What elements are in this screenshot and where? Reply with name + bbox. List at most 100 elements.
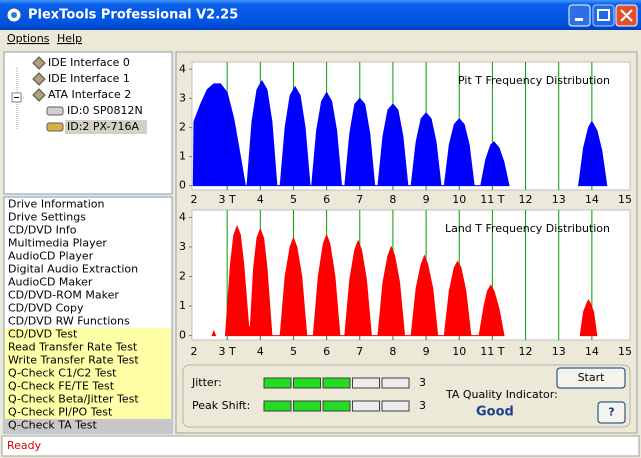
y-tick-label: 1 [179,150,186,163]
x-tick-label: 3 T [219,345,236,358]
list-selection [5,419,171,432]
x-tick-label: 13 [552,345,566,358]
quality-label: TA Quality Indicator: [445,388,558,401]
app-icon-core [11,12,17,18]
tree-item[interactable]: IDE Interface 1 [48,72,130,85]
meter-segment-on [293,377,321,389]
y-tick-label: 2 [179,120,186,133]
function-item[interactable]: CD/DVD RW Functions [8,315,130,328]
x-tick-label: 13 [552,193,566,206]
list-highlight [5,380,171,393]
chart-title: Land T Frequency Distribution [445,222,610,235]
meter-label: Peak Shift: [192,399,250,412]
interface-icon [32,56,46,70]
function-item[interactable]: CD/DVD Test [8,328,78,341]
x-tick-label: 14 [585,345,599,358]
x-tick-label: 2 [190,345,197,358]
x-tick-label: 2 [190,193,197,206]
interface-icon [32,88,46,102]
x-tick-label: 15 [618,193,632,206]
x-tick-label: 12 [519,193,533,206]
meter-segment-on [263,377,292,389]
y-tick-label: 0 [179,329,186,342]
x-tick-label: 9 [423,345,430,358]
distribution-area [192,79,510,187]
meter-segment-on [322,377,351,389]
x-tick-label: 6 [323,345,330,358]
x-tick-label: 4 [257,345,264,358]
close-glyph [620,9,633,22]
window-title: PlexTools Professional V2.25 [28,8,238,23]
x-tick-label: 14 [585,193,599,206]
x-tick-label: 5 [290,345,297,358]
meter-segment-off [381,377,410,389]
function-item[interactable]: Q-Check PI/PO Test [8,406,113,419]
interface-icon [32,72,46,86]
function-item[interactable]: Drive Information [8,198,105,211]
help-button[interactable] [597,401,626,424]
x-tick-label: 5 [290,193,297,206]
meter-segment-on [322,400,351,412]
y-tick-label: 4 [179,210,186,223]
x-tick-label: 6 [323,193,330,206]
title-bar [0,0,641,30]
start-button[interactable] [556,367,626,389]
meter-segment-off [352,400,380,412]
minimize-button[interactable] [568,4,591,27]
function-item[interactable]: Q-Check FE/TE Test [8,380,115,393]
tree-item[interactable]: ID:2 PX-716A [67,120,140,133]
function-item[interactable]: Read Transfer Rate Test [8,341,138,354]
function-item[interactable]: Q-Check C1/C2 Test [8,367,117,380]
maximize-glyph [597,9,610,21]
tree-item[interactable]: ATA Interface 2 [48,88,131,101]
distribution-area [578,120,608,187]
function-item[interactable]: Write Transfer Rate Test [8,354,139,367]
y-tick-label: 3 [179,91,186,104]
menu-item[interactable]: Help [57,32,82,45]
distribution-area [211,329,217,337]
function-item[interactable]: CD/DVD-ROM Maker [8,289,119,302]
meter-value: 3 [419,376,426,389]
tree-lines [16,67,24,130]
maximize-button[interactable] [592,4,615,27]
y-tick-label: 3 [179,240,186,253]
x-tick-label: 9 [423,193,430,206]
function-item[interactable]: CD/DVD Info [8,224,77,237]
chart-title: Pit T Frequency Distribution [458,74,610,87]
x-tick-label: 4 [257,193,264,206]
y-tick-label: 0 [179,179,186,192]
x-tick-label: 12 [519,345,533,358]
start-button-label[interactable]: Start [578,371,606,384]
y-tick-label: 4 [179,62,186,75]
x-tick-label: 11 T [480,193,504,206]
x-tick-label: 3 T [219,193,236,206]
function-item[interactable]: Q-Check TA Test [8,419,98,432]
x-tick-label: 7 [356,193,363,206]
function-item[interactable]: Drive Settings [8,211,86,224]
y-tick-label: 2 [179,269,186,282]
help-button-label[interactable]: ? [608,406,614,419]
menu-item[interactable]: Options [7,32,50,45]
minimize-glyph [575,18,583,21]
tree-selection [65,120,147,134]
function-item[interactable]: Multimedia Player [8,237,107,250]
menu-bar [0,30,641,48]
tree-item[interactable]: IDE Interface 0 [48,56,130,69]
x-tick-label: 11 T [480,345,504,358]
list-highlight [5,406,171,419]
x-tick-label: 7 [356,345,363,358]
function-item[interactable]: AudioCD Maker [8,276,93,289]
meter-label: Jitter: [191,376,222,389]
status-bar [1,435,640,457]
drive-icon [46,122,64,132]
function-item[interactable]: AudioCD Player [8,250,94,263]
drive-icon [46,106,64,116]
x-tick-label: 10 [452,345,466,358]
distribution-area [224,224,505,337]
status-text: Ready [7,439,42,452]
function-item[interactable]: Q-Check Beta/Jitter Test [8,393,139,406]
function-item[interactable]: Digital Audio Extraction [8,263,138,276]
function-item[interactable]: CD/DVD Copy [8,302,84,315]
tree-item[interactable]: ID:0 SP0812N [67,104,143,117]
